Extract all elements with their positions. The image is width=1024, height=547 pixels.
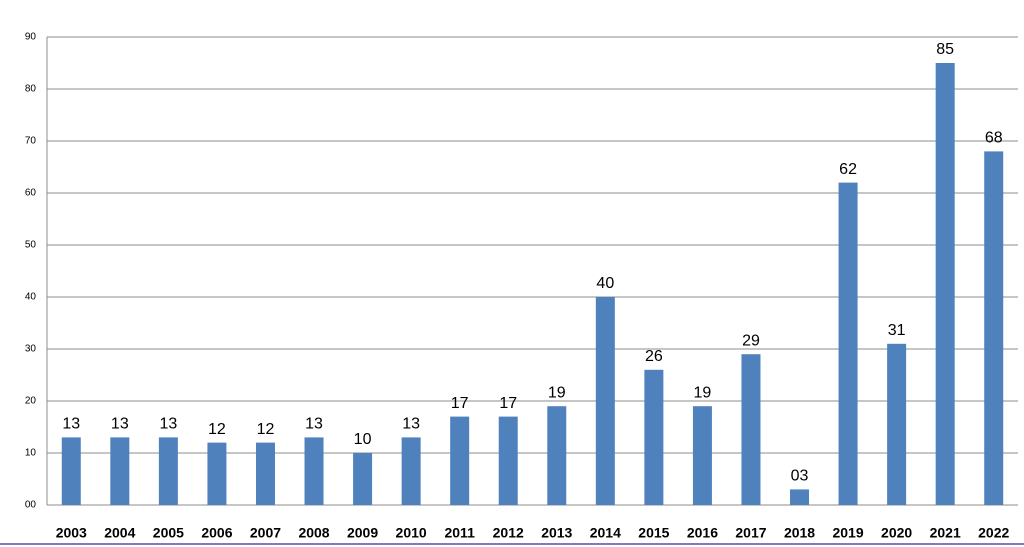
y-tick-label: 70 <box>25 136 37 147</box>
bar <box>255 442 275 505</box>
bar <box>401 437 421 505</box>
y-tick-label: 40 <box>25 292 37 303</box>
value-label: 31 <box>888 322 906 339</box>
bar <box>984 151 1004 505</box>
bar <box>838 182 858 505</box>
x-tick-label: 2008 <box>298 525 329 541</box>
value-label: 29 <box>742 332 760 349</box>
value-label: 85 <box>936 41 954 58</box>
value-label: 68 <box>985 130 1003 147</box>
x-tick-label: 2021 <box>930 525 961 541</box>
bar <box>353 453 373 505</box>
value-label: 13 <box>159 416 177 433</box>
x-tick-label: 2013 <box>541 525 572 541</box>
bar <box>741 354 761 505</box>
y-tick-label: 60 <box>25 188 37 199</box>
value-label: 03 <box>791 468 809 485</box>
x-tick-label: 2022 <box>978 525 1009 541</box>
value-label: 26 <box>645 348 663 365</box>
x-tick-label: 2011 <box>444 525 475 541</box>
value-label: 12 <box>208 421 226 438</box>
x-tick-label: 2009 <box>347 525 378 541</box>
x-tick-label: 2005 <box>153 525 184 541</box>
bar <box>790 489 810 505</box>
bar <box>207 442 227 505</box>
bar <box>450 416 470 505</box>
y-tick-label: 90 <box>25 32 37 43</box>
x-tick-label: 2019 <box>832 525 863 541</box>
bar <box>644 369 664 505</box>
bar <box>547 406 567 505</box>
value-label: 13 <box>111 416 129 433</box>
bar <box>110 437 130 505</box>
value-label: 17 <box>451 395 469 412</box>
value-label: 13 <box>402 416 420 433</box>
bar <box>887 343 907 505</box>
bar <box>498 416 518 505</box>
x-tick-label: 2004 <box>104 525 135 541</box>
value-label: 12 <box>257 421 275 438</box>
value-label: 19 <box>694 384 712 401</box>
y-tick-label: 20 <box>25 396 37 407</box>
x-tick-label: 2017 <box>735 525 766 541</box>
bar <box>61 437 81 505</box>
bar <box>935 63 955 505</box>
y-tick-label: 30 <box>25 344 37 355</box>
bar <box>158 437 178 505</box>
x-tick-label: 2014 <box>590 525 621 541</box>
value-label: 13 <box>62 416 80 433</box>
y-tick-label: 10 <box>25 448 37 459</box>
value-label: 13 <box>305 416 323 433</box>
x-tick-label: 2007 <box>250 525 281 541</box>
value-label: 17 <box>499 395 517 412</box>
x-tick-label: 2006 <box>201 525 232 541</box>
x-tick-label: 2010 <box>396 525 427 541</box>
x-tick-label: 2020 <box>881 525 912 541</box>
x-tick-label: 2018 <box>784 525 815 541</box>
x-tick-label: 2003 <box>56 525 87 541</box>
x-tick-label: 2015 <box>638 525 669 541</box>
x-tick-label: 2012 <box>493 525 524 541</box>
y-tick-label: 00 <box>25 500 37 511</box>
bar <box>304 437 324 505</box>
bar <box>692 406 712 505</box>
y-tick-label: 80 <box>25 84 37 95</box>
value-label: 62 <box>839 161 857 178</box>
value-label: 40 <box>596 275 614 292</box>
y-tick-label: 50 <box>25 240 37 251</box>
x-tick-label: 2016 <box>687 525 718 541</box>
value-label: 10 <box>354 431 372 448</box>
value-label: 19 <box>548 384 566 401</box>
bar <box>595 297 615 505</box>
